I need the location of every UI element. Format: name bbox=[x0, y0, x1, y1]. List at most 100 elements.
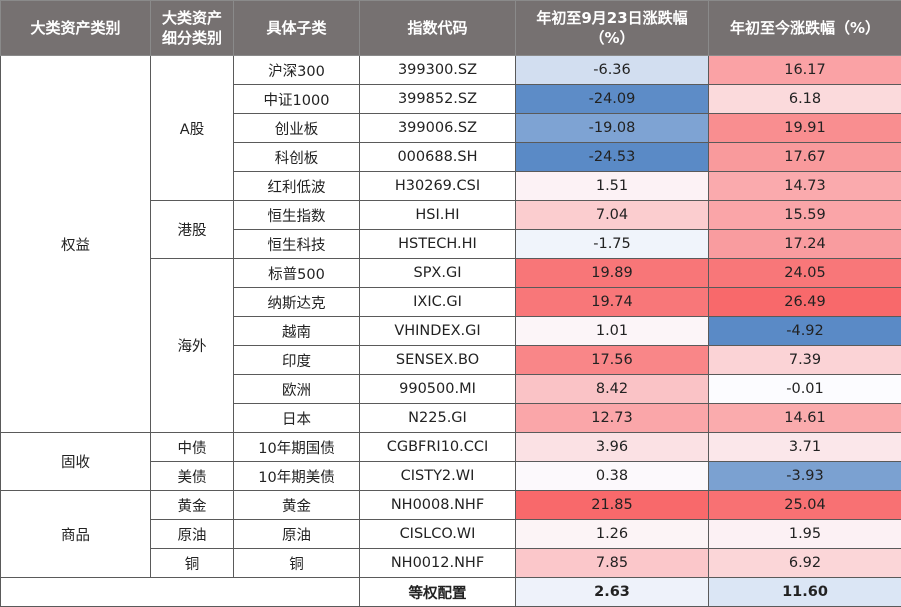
asset-class-cell: 固收 bbox=[1, 433, 151, 491]
ytd-sep23-cell: -24.09 bbox=[516, 85, 709, 114]
index-code-cell: H30269.CSI bbox=[360, 172, 516, 201]
ytd-now-cell: -3.93 bbox=[709, 462, 901, 491]
asset-class-cell: 权益 bbox=[1, 56, 151, 433]
ytd-sep23-cell: 21.85 bbox=[516, 491, 709, 520]
sub-category-cell: 沪深300 bbox=[234, 56, 360, 85]
ytd-now-cell: 24.05 bbox=[709, 259, 901, 288]
ytd-sep23-cell: -24.53 bbox=[516, 143, 709, 172]
ytd-now-cell: 7.39 bbox=[709, 346, 901, 375]
ytd-now-cell: 14.73 bbox=[709, 172, 901, 201]
index-code-cell: NH0008.NHF bbox=[360, 491, 516, 520]
ytd-sep23-cell: 0.38 bbox=[516, 462, 709, 491]
sub-category-cell: 纳斯达克 bbox=[234, 288, 360, 317]
sub-class-cell: A股 bbox=[151, 56, 234, 201]
sub-category-cell: 铜 bbox=[234, 549, 360, 578]
index-code-cell: 000688.SH bbox=[360, 143, 516, 172]
index-code-cell: SPX.GI bbox=[360, 259, 516, 288]
index-code-cell: NH0012.NHF bbox=[360, 549, 516, 578]
sub-category-cell: 10年期国债 bbox=[234, 433, 360, 462]
ytd-sep23-cell: 19.89 bbox=[516, 259, 709, 288]
ytd-now-cell: 1.95 bbox=[709, 520, 901, 549]
sub-category-cell: 创业板 bbox=[234, 114, 360, 143]
ytd-now-cell: 15.59 bbox=[709, 201, 901, 230]
ytd-now-cell: 17.67 bbox=[709, 143, 901, 172]
ytd-now-cell: 25.04 bbox=[709, 491, 901, 520]
ytd-now-cell: 14.61 bbox=[709, 404, 901, 433]
index-code-cell: HSTECH.HI bbox=[360, 230, 516, 259]
ytd-now-cell: 26.49 bbox=[709, 288, 901, 317]
ytd-sep23-cell: 19.74 bbox=[516, 288, 709, 317]
ytd-now-cell: 19.91 bbox=[709, 114, 901, 143]
header-ytd-sep23: 年初至9月23日涨跌幅（%） bbox=[516, 1, 709, 56]
index-code-cell: IXIC.GI bbox=[360, 288, 516, 317]
index-code-cell: 399300.SZ bbox=[360, 56, 516, 85]
ytd-sep23-cell: 17.56 bbox=[516, 346, 709, 375]
sub-category-cell: 科创板 bbox=[234, 143, 360, 172]
index-code-cell: 399006.SZ bbox=[360, 114, 516, 143]
total-ytd-sep23-cell: 2.63 bbox=[516, 578, 709, 607]
ytd-sep23-cell: 1.51 bbox=[516, 172, 709, 201]
sub-category-cell: 中证1000 bbox=[234, 85, 360, 114]
ytd-now-cell: 6.18 bbox=[709, 85, 901, 114]
header-sub-class: 大类资产细分类别 bbox=[151, 1, 234, 56]
sub-category-cell: 红利低波 bbox=[234, 172, 360, 201]
ytd-now-cell: 17.24 bbox=[709, 230, 901, 259]
sub-class-cell: 铜 bbox=[151, 549, 234, 578]
total-blank-cell bbox=[1, 578, 360, 607]
header-sub-category: 具体子类 bbox=[234, 1, 360, 56]
total-label-cell: 等权配置 bbox=[360, 578, 516, 607]
sub-category-cell: 印度 bbox=[234, 346, 360, 375]
index-code-cell: CISTY2.WI bbox=[360, 462, 516, 491]
ytd-now-cell: 6.92 bbox=[709, 549, 901, 578]
sub-class-cell: 中债 bbox=[151, 433, 234, 462]
sub-category-cell: 日本 bbox=[234, 404, 360, 433]
sub-class-cell: 黄金 bbox=[151, 491, 234, 520]
ytd-sep23-cell: -19.08 bbox=[516, 114, 709, 143]
index-code-cell: N225.GI bbox=[360, 404, 516, 433]
sub-class-cell: 港股 bbox=[151, 201, 234, 259]
ytd-sep23-cell: 7.85 bbox=[516, 549, 709, 578]
index-code-cell: CISLCO.WI bbox=[360, 520, 516, 549]
ytd-now-cell: -4.92 bbox=[709, 317, 901, 346]
ytd-sep23-cell: -6.36 bbox=[516, 56, 709, 85]
sub-category-cell: 标普500 bbox=[234, 259, 360, 288]
header-ytd-now: 年初至今涨跌幅（%） bbox=[709, 1, 901, 56]
ytd-sep23-cell: 8.42 bbox=[516, 375, 709, 404]
asset-class-cell: 商品 bbox=[1, 491, 151, 578]
sub-class-cell: 海外 bbox=[151, 259, 234, 433]
sub-category-cell: 欧洲 bbox=[234, 375, 360, 404]
sub-category-cell: 越南 bbox=[234, 317, 360, 346]
total-ytd-now-cell: 11.60 bbox=[709, 578, 901, 607]
ytd-sep23-cell: 1.26 bbox=[516, 520, 709, 549]
header-index-code: 指数代码 bbox=[360, 1, 516, 56]
ytd-sep23-cell: 3.96 bbox=[516, 433, 709, 462]
index-code-cell: HSI.HI bbox=[360, 201, 516, 230]
index-code-cell: SENSEX.BO bbox=[360, 346, 516, 375]
ytd-sep23-cell: 7.04 bbox=[516, 201, 709, 230]
sub-class-cell: 美债 bbox=[151, 462, 234, 491]
sub-category-cell: 原油 bbox=[234, 520, 360, 549]
index-code-cell: CGBFRI10.CCI bbox=[360, 433, 516, 462]
sub-category-cell: 恒生科技 bbox=[234, 230, 360, 259]
index-code-cell: 399852.SZ bbox=[360, 85, 516, 114]
ytd-now-cell: -0.01 bbox=[709, 375, 901, 404]
sub-class-cell: 原油 bbox=[151, 520, 234, 549]
index-code-cell: VHINDEX.GI bbox=[360, 317, 516, 346]
ytd-sep23-cell: 12.73 bbox=[516, 404, 709, 433]
ytd-sep23-cell: -1.75 bbox=[516, 230, 709, 259]
header-row: 大类资产类别 大类资产细分类别 具体子类 指数代码 年初至9月23日涨跌幅（%）… bbox=[1, 1, 901, 56]
sub-category-cell: 恒生指数 bbox=[234, 201, 360, 230]
ytd-now-cell: 3.71 bbox=[709, 433, 901, 462]
sub-category-cell: 10年期美债 bbox=[234, 462, 360, 491]
header-asset-class: 大类资产类别 bbox=[1, 1, 151, 56]
sub-category-cell: 黄金 bbox=[234, 491, 360, 520]
ytd-now-cell: 16.17 bbox=[709, 56, 901, 85]
index-code-cell: 990500.MI bbox=[360, 375, 516, 404]
